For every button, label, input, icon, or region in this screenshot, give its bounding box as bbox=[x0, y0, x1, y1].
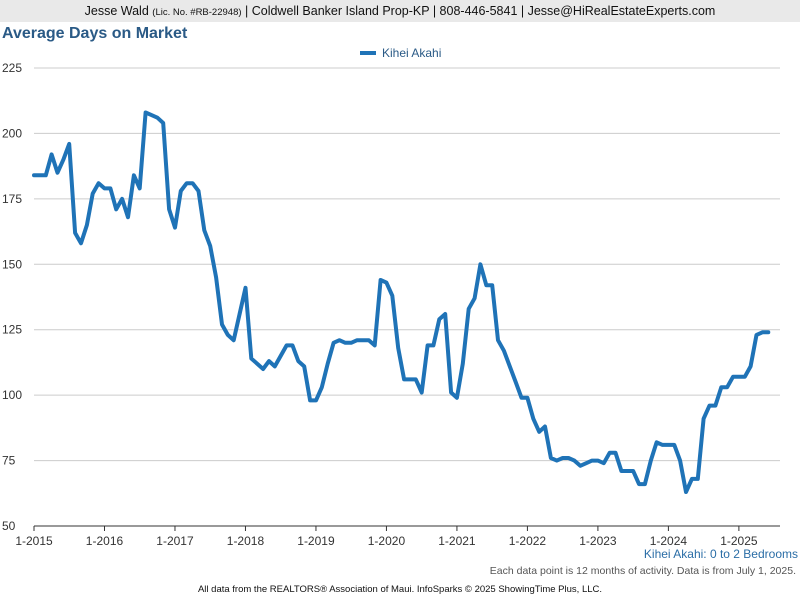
y-tick-label: 50 bbox=[2, 519, 16, 533]
x-tick-label: 1-2016 bbox=[86, 534, 124, 548]
agent-contact-details: | Coldwell Banker Island Prop-KP | 808-4… bbox=[245, 4, 716, 18]
series-line-kihei-akahi bbox=[32, 110, 771, 494]
chart-subtitle: Kihei Akahi: 0 to 2 Bedrooms bbox=[643, 547, 798, 561]
x-tick-label: 1-2021 bbox=[438, 534, 476, 548]
agent-name: Jesse Wald bbox=[84, 4, 149, 18]
y-tick-label: 150 bbox=[2, 257, 22, 271]
y-tick-label: 200 bbox=[2, 126, 22, 140]
x-tick-label: 1-2018 bbox=[227, 534, 265, 548]
legend-swatch bbox=[360, 50, 376, 55]
y-tick-label: 175 bbox=[2, 192, 22, 206]
chart-legend: Kihei Akahi bbox=[360, 46, 441, 60]
x-tick-label: 1-2025 bbox=[720, 534, 758, 548]
x-tick-label: 1-2020 bbox=[368, 534, 406, 548]
y-tick-label: 125 bbox=[2, 323, 22, 337]
x-tick-label: 1-2017 bbox=[156, 534, 194, 548]
y-tick-label: 75 bbox=[2, 454, 16, 468]
x-tick-label: 1-2023 bbox=[579, 534, 617, 548]
license-number: (Lic. No. #RB-22948) bbox=[152, 7, 242, 18]
x-tick-label: 1-2024 bbox=[650, 534, 688, 548]
x-tick-label: 1-2015 bbox=[15, 534, 53, 548]
data-note: Each data point is 12 months of activity… bbox=[489, 565, 796, 577]
source-footer: All data from the REALTORS® Association … bbox=[197, 584, 603, 595]
agent-contact-bar: Jesse Wald (Lic. No. #RB-22948) | Coldwe… bbox=[0, 0, 800, 22]
y-tick-label: 225 bbox=[2, 61, 22, 75]
y-tick-label: 100 bbox=[2, 388, 22, 402]
chart-title: Average Days on Market bbox=[2, 25, 188, 42]
x-tick-label: 1-2019 bbox=[297, 534, 335, 548]
x-tick-label: 1-2022 bbox=[509, 534, 547, 548]
legend-label: Kihei Akahi bbox=[382, 46, 442, 60]
